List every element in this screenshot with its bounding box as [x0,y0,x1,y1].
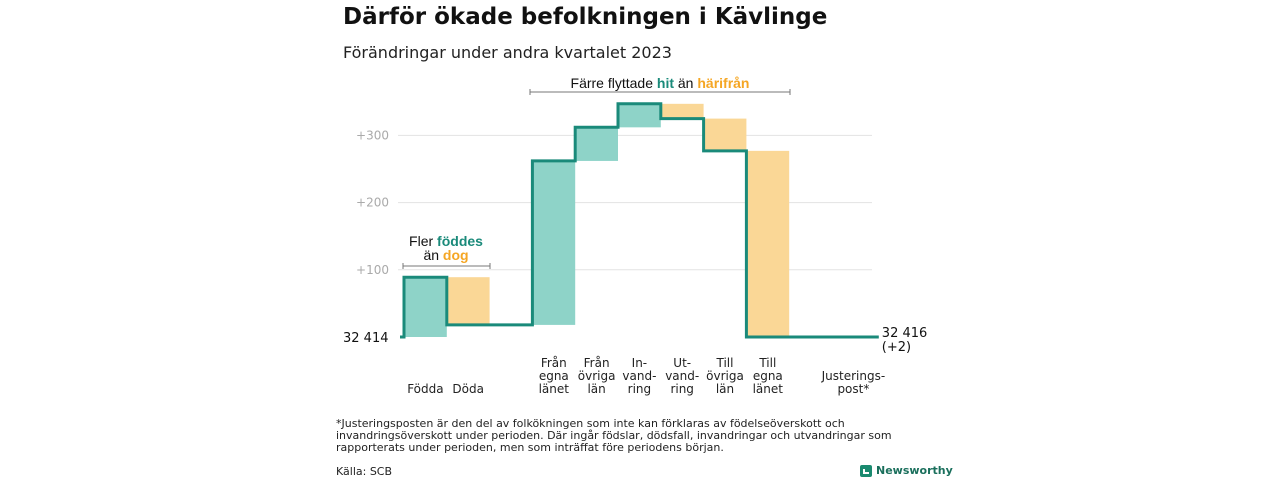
footnote: *Justeringsposten är den del av folkökni… [336,417,892,454]
end-value-label: 32 416 [882,326,928,341]
brand-logo: Newsworthy [860,464,953,477]
x-category-label: Från [541,356,567,370]
x-category-label: Ut- [673,356,691,370]
x-category-label: Födda [407,382,443,396]
bar-till-ovriga-lan [703,118,747,151]
x-category-label: vand- [622,369,656,383]
bar-fran-ovriga-lan [575,127,618,161]
annotation-births-line1: Fler föddes [409,233,483,249]
x-category-label: län [716,382,734,396]
x-category-label: länet [539,382,570,396]
chart-title: Därför ökade befolkningen i Kävlinge [343,4,828,30]
chart-subtitle: Förändringar under andra kvartalet 2023 [343,43,672,62]
x-category-label: ring [670,382,694,396]
x-category-label: Döda [452,382,484,396]
x-category-label: egna [753,369,783,383]
x-category-label: länet [753,382,784,396]
annotation-births-line2: än dog [423,247,468,263]
x-category-label: Till [758,356,776,370]
x-category-label: vand- [665,369,699,383]
x-category-label: egna [539,369,569,383]
y-tick-label: +300 [356,128,389,142]
end-change-label: (+2) [882,340,911,355]
bar-fodda [404,277,447,337]
x-category-label: Till [716,356,734,370]
brand-name: Newsworthy [876,464,953,477]
x-category-label: övriga [578,369,616,383]
source-label: Källa: SCB [336,465,393,478]
bar-till-egna-lanet [746,150,790,337]
x-category-label: övriga [706,369,744,383]
chart-icon [860,464,872,477]
bar-invandring [618,103,661,128]
x-category-label: post* [837,382,869,396]
bar-utvandring [660,103,704,119]
y-tick-label: +100 [356,263,389,277]
x-category-label: län [587,382,605,396]
bar-doda [446,277,490,325]
x-category-label: In- [632,356,647,370]
annotation-migration: Färre flyttade hit än härifrån [571,75,750,91]
start-value-label: 32 414 [343,331,389,346]
x-category-label: Justerings- [821,369,886,383]
y-tick-label: +200 [356,196,389,210]
x-category-label: Från [584,356,610,370]
cumulative-step-line [400,102,879,339]
x-category-label: ring [628,382,652,396]
bar-fran-egna-lanet [532,160,576,325]
